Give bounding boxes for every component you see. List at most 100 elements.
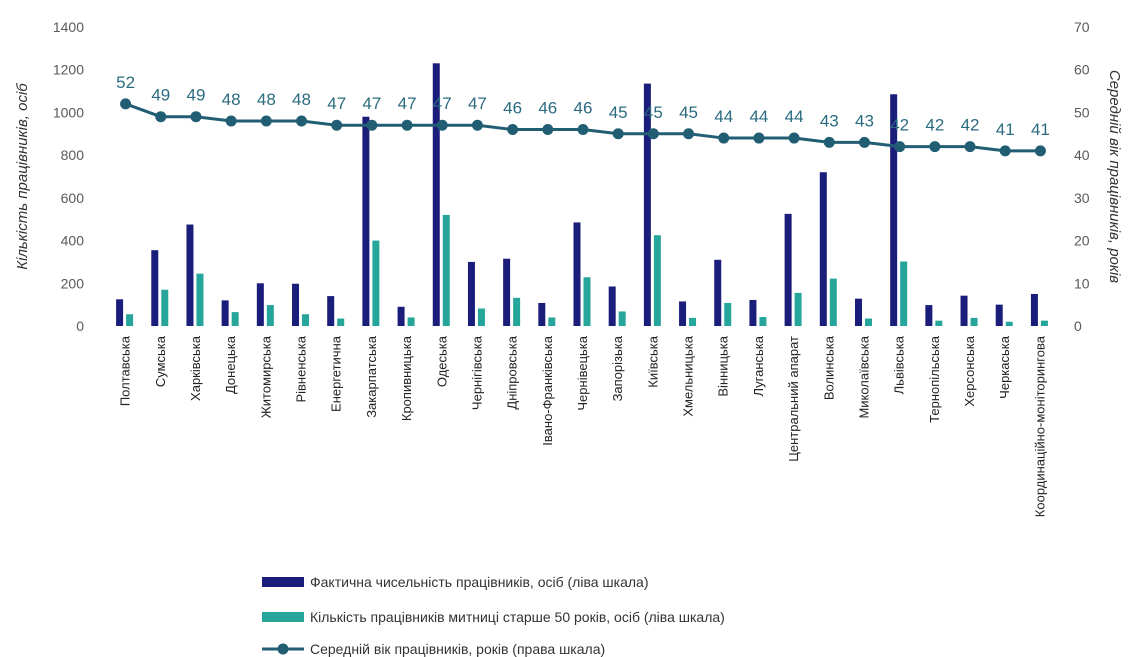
- bar-over-50: [196, 273, 204, 326]
- age-data-label: 44: [749, 107, 768, 126]
- right-axis: 0 10 20 30 40 50 60 70: [1074, 19, 1090, 334]
- age-data-label: 47: [398, 94, 417, 113]
- age-point: [155, 111, 167, 123]
- bar-over-50: [689, 317, 697, 326]
- age-point: [225, 115, 237, 127]
- category-label: Запорізька: [610, 335, 625, 401]
- age-data-label: 44: [714, 107, 733, 126]
- bar-over-50: [900, 261, 908, 326]
- bar-over-50: [266, 305, 274, 326]
- age-point: [296, 115, 308, 127]
- age-point: [964, 141, 976, 153]
- bar-total: [1030, 293, 1038, 326]
- legend-label-age: Середній вік працівників, років (права ш…: [310, 641, 605, 657]
- age-point: [190, 111, 202, 123]
- category-label: Дніпровська: [505, 335, 520, 409]
- right-tick-label: 50: [1074, 104, 1090, 120]
- age-data-label: 41: [996, 120, 1015, 139]
- age-point: [683, 128, 695, 140]
- category-label: Львівська: [892, 335, 907, 394]
- bar-over-50: [759, 317, 767, 326]
- category-label: Хмельницька: [681, 335, 696, 416]
- age-point: [858, 136, 870, 148]
- age-point: [542, 124, 554, 136]
- bar-over-50: [618, 311, 626, 326]
- age-data-label: 48: [292, 90, 311, 109]
- age-data-label: 45: [609, 103, 628, 122]
- bar-over-50: [548, 317, 556, 326]
- left-tick-label: 800: [61, 147, 85, 163]
- legend: Фактична чисельність працівників, осіб (…: [262, 574, 725, 657]
- bar-over-50: [372, 240, 380, 326]
- age-point: [612, 128, 624, 140]
- bar-over-50: [653, 235, 661, 326]
- bar-over-50: [126, 314, 134, 326]
- bar-over-50: [1005, 321, 1013, 326]
- bar-total: [292, 283, 300, 326]
- category-label: Одеська: [434, 335, 449, 387]
- category-label: Харківська: [188, 335, 203, 401]
- age-point: [823, 136, 835, 148]
- age-point: [577, 124, 589, 136]
- category-label: Херсонська: [962, 335, 977, 406]
- age-data-label: 48: [257, 90, 276, 109]
- category-label: Тернопільська: [927, 335, 942, 423]
- bar-total: [960, 295, 968, 326]
- age-data-label: 41: [1031, 120, 1050, 139]
- bar-over-50: [161, 289, 169, 326]
- age-data-label: 47: [327, 94, 346, 113]
- age-data-label: 42: [925, 116, 944, 135]
- bars: [116, 63, 1048, 327]
- age-data-label: 52: [116, 73, 135, 92]
- category-label: Рівненська: [294, 335, 309, 402]
- age-data-label: 47: [433, 94, 452, 113]
- age-data-label: 49: [187, 86, 206, 105]
- bar-over-50: [829, 278, 837, 326]
- age-data-label: 46: [574, 99, 593, 118]
- age-point: [366, 119, 378, 131]
- age-point: [471, 119, 483, 131]
- age-data-label: 47: [362, 94, 381, 113]
- bar-total: [714, 259, 722, 326]
- category-label: Черкаська: [997, 335, 1012, 399]
- age-data-label: 43: [855, 111, 874, 130]
- right-tick-label: 70: [1074, 19, 1090, 35]
- category-label: Волинська: [821, 335, 836, 400]
- category-label: Закарпатська: [364, 335, 379, 418]
- category-label: Київська: [645, 335, 660, 387]
- category-label: Чернігівська: [469, 335, 484, 410]
- age-data-label: 47: [468, 94, 487, 113]
- bar-total: [573, 222, 581, 326]
- age-point: [647, 128, 659, 140]
- bar-total: [221, 300, 229, 326]
- age-point: [929, 141, 941, 153]
- age-point: [507, 124, 519, 136]
- bar-over-50: [513, 297, 521, 326]
- category-label: Енергетична: [329, 335, 344, 412]
- age-point: [718, 132, 730, 144]
- left-tick-label: 400: [61, 233, 85, 249]
- category-label: Луганська: [751, 335, 766, 396]
- bar-over-50: [442, 214, 450, 326]
- bar-over-50: [477, 308, 485, 326]
- bar-over-50: [724, 302, 732, 326]
- age-point: [401, 119, 413, 131]
- age-point: [1034, 145, 1046, 157]
- bar-total: [327, 296, 335, 326]
- category-labels: Полтавська Сумська Харківська Донецька Житом…: [118, 335, 1048, 517]
- bar-total: [819, 172, 827, 326]
- category-label: Чернівецька: [575, 335, 590, 410]
- age-point: [753, 132, 765, 144]
- legend-label-over-50: Кількість працівників митниці старше 50 …: [310, 609, 725, 625]
- bar-total: [186, 224, 194, 326]
- bar-total: [608, 286, 616, 326]
- right-tick-label: 60: [1074, 62, 1090, 78]
- legend-label-total: Фактична чисельність працівників, осіб (…: [310, 574, 648, 590]
- category-label: Житомирська: [258, 335, 273, 418]
- bar-over-50: [337, 318, 345, 326]
- category-label: Миколаївська: [856, 335, 871, 418]
- bar-total: [890, 94, 898, 327]
- bar-over-50: [231, 312, 239, 326]
- bar-over-50: [1040, 320, 1048, 326]
- left-tick-label: 200: [61, 275, 85, 291]
